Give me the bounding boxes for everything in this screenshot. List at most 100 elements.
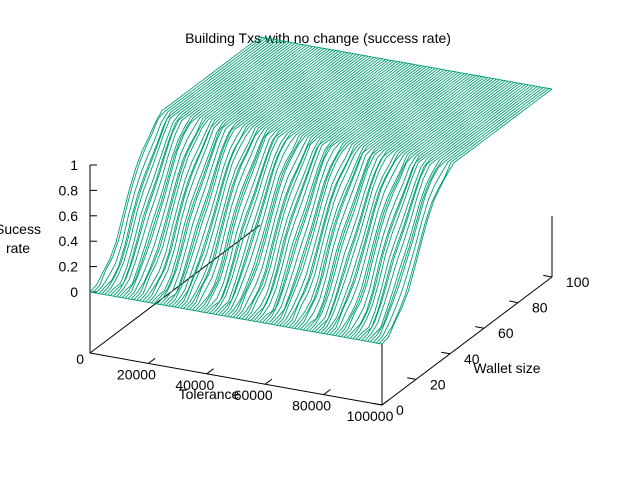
y-tick-label: 60 (498, 325, 514, 341)
surface-line-tolerance (317, 77, 489, 333)
x-tick-label: 100000 (347, 408, 394, 424)
surface-line-tolerance (329, 79, 500, 335)
z-base-label: 0 (76, 351, 84, 367)
surface-line-tolerance (302, 74, 474, 331)
z-tick-label: 0 (70, 284, 78, 300)
surface-line-tolerance (261, 67, 433, 324)
surface-mesh (89, 36, 553, 345)
z-tick-label: 1 (70, 157, 78, 173)
surface-line-tolerance (250, 65, 421, 321)
z-axis-label-line1: Sucess (0, 221, 41, 237)
surface-line-tolerance (232, 62, 404, 318)
surface-line-tolerance (305, 75, 477, 331)
x-tick (206, 368, 214, 375)
y-tick-label: 40 (464, 351, 480, 367)
surface-line-tolerance (209, 57, 380, 314)
surface-line-tolerance (346, 82, 518, 339)
x-tick-label: 20000 (117, 366, 156, 382)
x-tick (264, 378, 273, 385)
surface-line-tolerance (238, 63, 410, 319)
surface-line-tolerance (235, 62, 407, 319)
surface-line-tolerance (223, 60, 395, 317)
surface-line-tolerance (294, 73, 465, 329)
y-tick (509, 300, 519, 304)
surface-line-tolerance (378, 88, 550, 344)
surface-line-tolerance (259, 66, 430, 323)
x-axis-label: Tolerance (179, 386, 240, 402)
y-tick-label: 100 (566, 274, 590, 290)
surface-line-tolerance (180, 52, 351, 309)
surface-line-tolerance (191, 54, 363, 311)
surface-line-tolerance (352, 83, 524, 340)
surface-line-tolerance (127, 43, 299, 300)
z-tick-label: 0.4 (59, 233, 79, 249)
surface-line-tolerance (361, 85, 532, 341)
surface-line-tolerance (332, 79, 503, 336)
axes (89, 164, 553, 406)
surface-line-tolerance (221, 60, 392, 316)
surface-line-tolerance (285, 71, 456, 328)
surface-line-tolerance (320, 77, 491, 334)
surface-line-tolerance (247, 64, 418, 321)
surface-line-tolerance (270, 68, 442, 325)
chart-title: Building Txs with no change (success rat… (185, 30, 451, 46)
surface-line-wallet (259, 36, 553, 90)
surface-line-tolerance (203, 56, 375, 313)
surface-line-tolerance (264, 67, 436, 324)
surface-line-tolerance (244, 64, 416, 320)
surface-line-tolerance (124, 42, 296, 299)
surface-line-tolerance (343, 81, 515, 338)
y-tick-label: 20 (430, 376, 446, 392)
surface-line-tolerance (153, 48, 325, 304)
y-axis-label: Wallet size (473, 360, 540, 376)
surface-line-tolerance (291, 72, 462, 329)
y-tick (373, 402, 383, 406)
z-tick-label: 0.2 (59, 259, 79, 275)
surface-line-tolerance (282, 70, 453, 327)
surface-line-tolerance (372, 87, 544, 343)
x-tick (381, 399, 390, 406)
surface-line-tolerance (364, 85, 535, 342)
y-tick (475, 326, 485, 329)
surface-line-tolerance (308, 75, 480, 332)
surface-line-tolerance (156, 48, 328, 305)
surface-line-tolerance (188, 54, 360, 311)
tick-labels: 0 0.2 0.4 0.6 0.8 1 20000 40000 60000 80000 100000… (59, 157, 590, 424)
surface-line-tolerance (130, 43, 302, 300)
surface-line-tolerance (171, 51, 343, 307)
x-tick (148, 357, 156, 364)
surface-line-tolerance (337, 80, 509, 337)
surface-line-tolerance (229, 61, 401, 318)
surface-line-tolerance (92, 37, 264, 293)
surface-line-tolerance (104, 39, 275, 295)
surface-line-tolerance (113, 40, 284, 297)
surface-line-tolerance (107, 39, 278, 296)
surface-line-tolerance (314, 76, 486, 333)
surface-line-tolerance (150, 47, 322, 304)
surface-line-tolerance (355, 83, 526, 340)
surface-line-tolerance (311, 76, 483, 332)
z-axis-label-line2: rate (6, 240, 30, 256)
surface-line-tolerance (212, 58, 383, 315)
surface-line-tolerance (206, 57, 378, 314)
surface-line-tolerance (139, 45, 310, 302)
surface-line-tolerance (256, 66, 427, 322)
surface-line-tolerance (279, 70, 451, 327)
surface-line-tolerance (142, 46, 313, 302)
surface-line-tolerance (183, 53, 354, 309)
surface-line-tolerance (358, 84, 529, 341)
surface-line-tolerance (367, 86, 538, 342)
surface-line-tolerance (273, 69, 445, 326)
x-tick-label: 60000 (234, 387, 273, 403)
surface-line-tolerance (177, 52, 348, 308)
surface-line-tolerance (162, 49, 334, 306)
y-tick (407, 377, 417, 380)
surface-line-tolerance (381, 88, 553, 345)
surface-line-tolerance (168, 50, 340, 307)
floor-edge-left (89, 224, 261, 354)
surface-line-tolerance (118, 41, 290, 298)
surface-line-tolerance (253, 65, 424, 322)
y-tick (543, 274, 553, 278)
surface-line-tolerance (148, 47, 319, 303)
